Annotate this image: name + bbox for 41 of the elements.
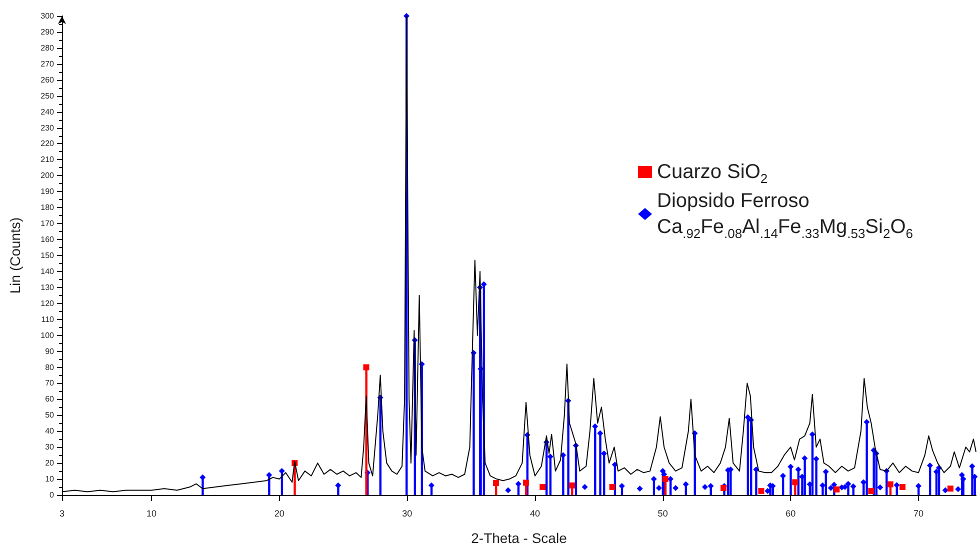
y-tick-label: 270 — [40, 59, 55, 68]
y-tick-label: 10 — [45, 474, 55, 484]
y-axis-title: Lin (Counts) — [7, 217, 23, 294]
y-tick-label: 150 — [40, 251, 55, 260]
y-tick-label: 70 — [45, 378, 55, 388]
x-tick-label: 20 — [274, 508, 284, 518]
y-tick-label: 40 — [45, 426, 55, 436]
y-tick-label: 130 — [40, 282, 55, 292]
y-tick-label: 20 — [45, 458, 55, 468]
y-tick-label: 230 — [40, 123, 55, 132]
x-tick-label: 60 — [786, 508, 796, 518]
y-tick-label: 220 — [40, 139, 55, 148]
x-tick-label: 40 — [530, 508, 540, 518]
y-tick-label: 180 — [40, 203, 55, 212]
y-tick-label: 240 — [40, 107, 55, 116]
y-tick-label: 60 — [45, 394, 55, 404]
y-tick-label: 90 — [45, 346, 55, 356]
y-tick-label: 110 — [41, 314, 55, 324]
x-tick-label: 3 — [59, 508, 65, 518]
y-tick-label: 280 — [40, 43, 55, 52]
x-tick-label: 10 — [146, 508, 156, 518]
y-tick-label: 80 — [45, 362, 55, 372]
y-tick-label: 190 — [40, 187, 55, 196]
y-tick-label: 200 — [40, 171, 55, 180]
y-tick-label: 290 — [40, 27, 55, 36]
y-tick-label: 160 — [40, 235, 55, 244]
x-axis-title: 2-Theta - Scale — [471, 530, 568, 546]
y-tick-label: 140 — [40, 266, 55, 276]
y-tick-label: 260 — [40, 75, 55, 84]
y-tick-label: 210 — [40, 155, 55, 164]
y-tick-label: 30 — [45, 442, 55, 452]
y-tick-label: 0 — [50, 490, 55, 500]
x-tick-label: 70 — [913, 508, 924, 518]
x-tick-label: 30 — [402, 508, 412, 518]
y-tick-label: 170 — [40, 219, 55, 228]
x-tick-label: 50 — [658, 508, 668, 518]
y-tick-label: 50 — [45, 410, 55, 420]
y-tick-label: 100 — [40, 330, 55, 340]
y-tick-label: 250 — [40, 91, 55, 100]
y-tick-label: 300 — [40, 12, 55, 20]
y-tick-label: 120 — [40, 298, 55, 308]
